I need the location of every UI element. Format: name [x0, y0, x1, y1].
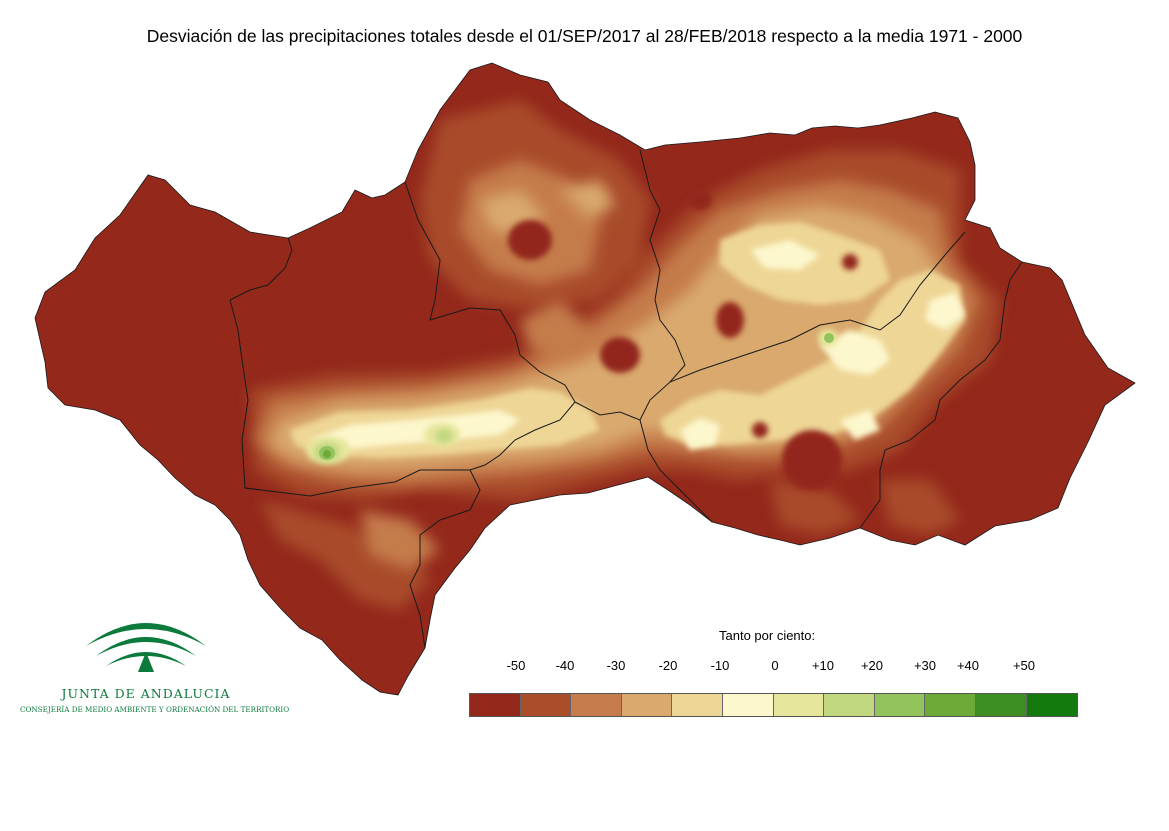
coastline — [34, 62, 1136, 696]
legend-tick-label: -20 — [658, 658, 678, 673]
legend-color-scale — [469, 693, 1079, 717]
legend-tick-label: +40 — [956, 658, 980, 673]
legend-title: Tanto por ciento: — [719, 628, 816, 643]
legend-tick-label: +30 — [913, 658, 937, 673]
legend-swatch — [824, 694, 875, 716]
map-title: Desviación de las precipitaciones totale… — [146, 26, 1023, 46]
legend-swatch — [874, 694, 926, 716]
legend-swatch — [773, 694, 825, 716]
legend-swatch — [621, 694, 673, 716]
legend-swatch — [1026, 694, 1078, 716]
legend-tick-label: +50 — [1012, 658, 1036, 673]
logo-emblem-icon — [86, 623, 206, 672]
legend-tick-label: -10 — [710, 658, 730, 673]
logo-subtitle: CONSEJERÍA DE MEDIO AMBIENTE Y ORDENACIÓ… — [20, 705, 290, 714]
legend-swatch — [925, 694, 976, 716]
legend-tick-label: +20 — [860, 658, 884, 673]
logo-title: JUNTA DE ANDALUCIA — [61, 686, 231, 701]
legend-swatch — [571, 694, 622, 716]
legend-tick-label: -50 — [506, 658, 526, 673]
legend-swatch — [520, 694, 572, 716]
legend-tick-label: 0 — [771, 658, 779, 673]
legend-tick-label: -30 — [606, 658, 626, 673]
precipitation-field — [250, 100, 1000, 610]
junta-andalucia-logo: JUNTA DE ANDALUCIA CONSEJERÍA DE MEDIO A… — [20, 608, 290, 718]
legend-swatch — [722, 694, 774, 716]
legend-swatch — [470, 694, 521, 716]
province-borders — [229, 149, 1023, 649]
legend-tick-label: +10 — [811, 658, 835, 673]
legend-swatch — [975, 694, 1027, 716]
legend-tick-label: -40 — [555, 658, 575, 673]
legend-swatch — [672, 694, 723, 716]
